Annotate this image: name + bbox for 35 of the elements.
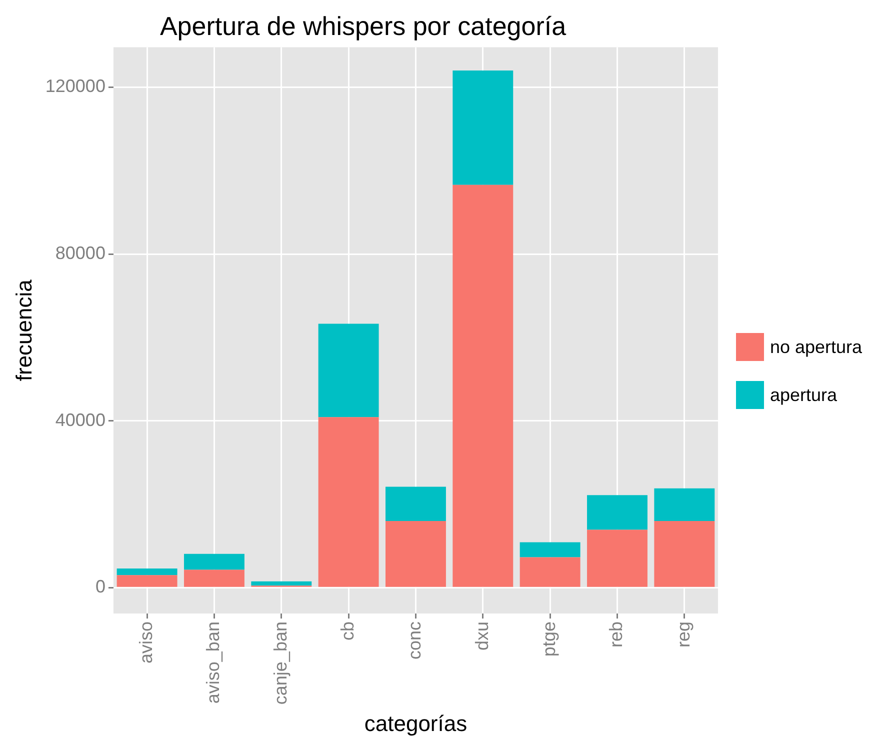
y-tick-label: 0 (95, 576, 106, 597)
bar (184, 570, 244, 587)
y-tick-label: 120000 (45, 76, 106, 96)
legend-label: no apertura (770, 336, 862, 358)
bar (318, 324, 379, 418)
x-tick-label: canje_ban (270, 622, 290, 705)
bar (654, 488, 715, 521)
bar (587, 495, 648, 530)
x-tick-label: dxu (472, 622, 492, 651)
x-tick-label: ptge (539, 622, 560, 657)
x-axis-title: categorías (364, 710, 468, 736)
x-tick-label: cb (338, 622, 358, 641)
bar (520, 542, 580, 558)
y-tick-label: 80000 (55, 243, 106, 264)
bar (520, 557, 580, 587)
bar (184, 554, 244, 570)
y-axis-title: frecuencia (11, 278, 36, 382)
bar (116, 568, 178, 576)
x-tick-label: reg (673, 622, 694, 648)
x-tick-label: reb (606, 622, 626, 648)
bar (452, 184, 514, 587)
bar (251, 581, 312, 586)
legend-label: apertura (770, 384, 838, 406)
bar (386, 520, 446, 587)
bar (654, 520, 715, 587)
bar (386, 486, 446, 521)
y-tick-label: 40000 (55, 410, 106, 430)
bar (116, 575, 178, 587)
chart-title: Apertura de whispers por categoría (160, 10, 567, 41)
x-tick-label: conc (404, 622, 425, 660)
x-tick-label: aviso (136, 622, 156, 664)
bar (587, 530, 648, 587)
bar (318, 417, 379, 587)
x-tick-label: aviso_ban (203, 622, 224, 704)
bar (452, 70, 514, 185)
